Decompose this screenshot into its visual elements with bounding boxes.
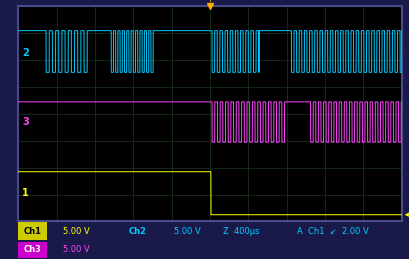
Text: 5.00 V: 5.00 V [63,245,89,254]
Text: Ch1: Ch1 [24,227,42,236]
Text: A  Ch1  ↙  2.00 V: A Ch1 ↙ 2.00 V [296,227,368,236]
Bar [18,242,47,258]
Text: 5.00 V: 5.00 V [173,227,200,236]
Text: 3: 3 [22,117,29,127]
Text: Z  400µs: Z 400µs [222,227,258,236]
Text: 2: 2 [22,48,29,59]
Text: 5.00 V: 5.00 V [63,227,89,236]
Text: Ch3: Ch3 [24,245,42,254]
Text: 1: 1 [22,188,29,198]
Bar [18,222,47,240]
Text: T: T [207,0,212,4]
Text: Ch2: Ch2 [128,227,146,236]
